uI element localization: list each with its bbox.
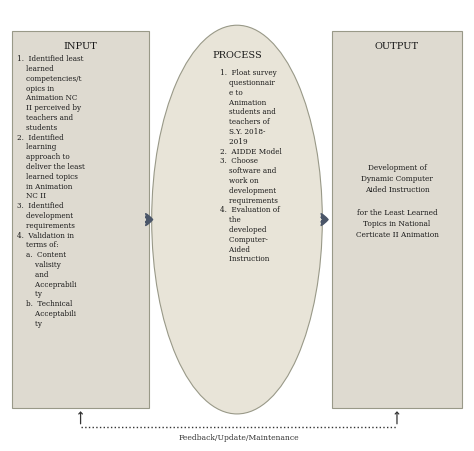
Text: 1.  Float survey
    questionnair
    e to
    Animation
    students and
    te: 1. Float survey questionnair e to Animat… bbox=[220, 69, 283, 263]
Text: PROCESS: PROCESS bbox=[212, 51, 262, 60]
Text: Feedback/Update/Maintenance: Feedback/Update/Maintenance bbox=[179, 433, 299, 441]
FancyBboxPatch shape bbox=[12, 32, 149, 408]
FancyBboxPatch shape bbox=[332, 32, 462, 408]
Text: INPUT: INPUT bbox=[64, 41, 98, 51]
Text: OUTPUT: OUTPUT bbox=[375, 41, 419, 51]
Ellipse shape bbox=[152, 26, 322, 414]
Text: Development of
Dynamic Computer
Aided Instruction

for the Least Learned
Topics : Development of Dynamic Computer Aided In… bbox=[356, 163, 438, 239]
Text: 1.  Identified least
    learned
    competencies/t
    opics in
    Animation N: 1. Identified least learned competencies… bbox=[17, 55, 84, 327]
